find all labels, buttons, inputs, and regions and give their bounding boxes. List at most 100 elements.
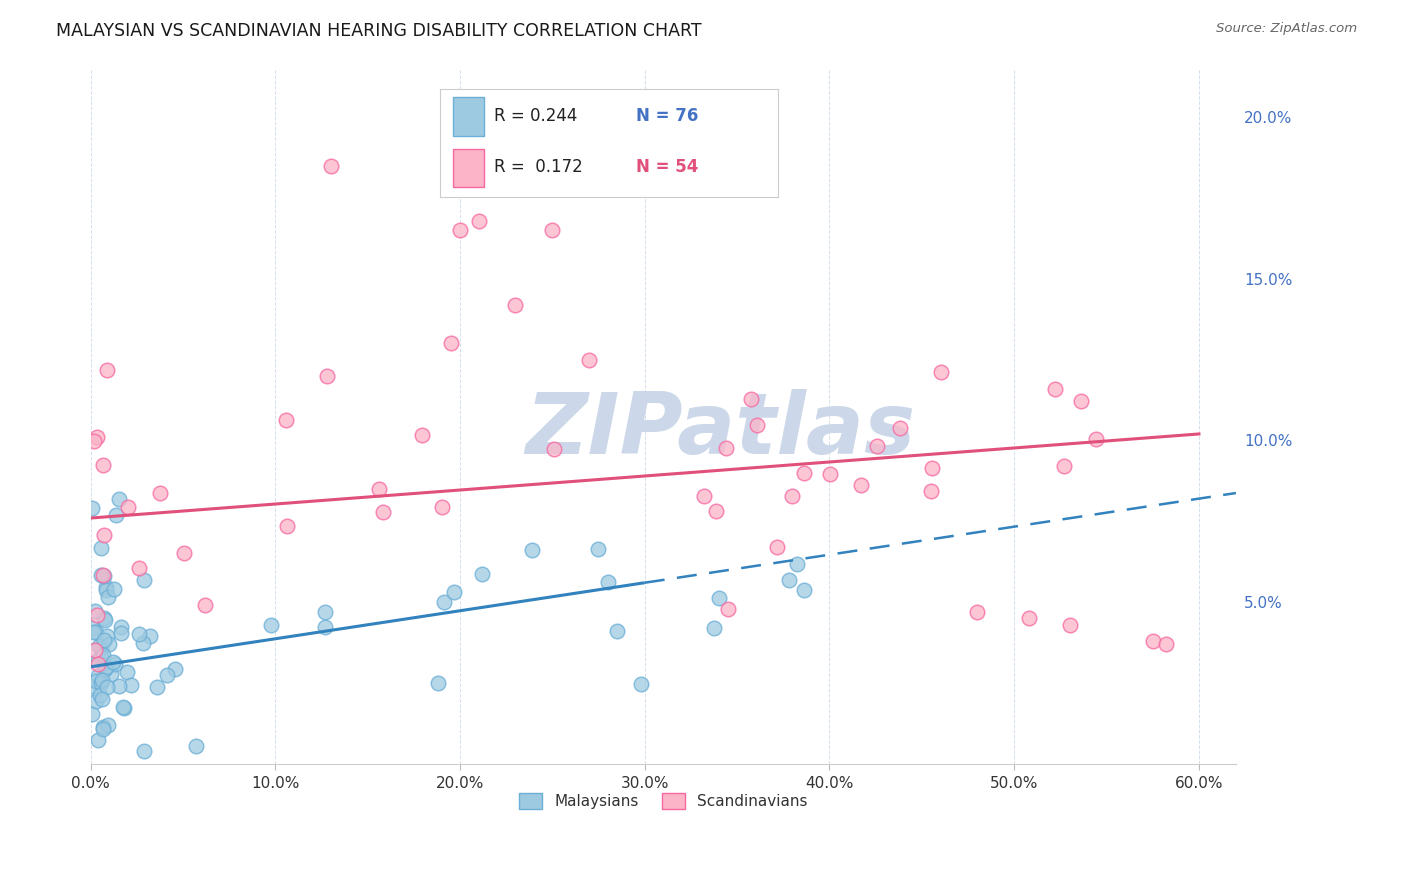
Point — [87, 668, 110, 682]
Point — [411, 428, 433, 442]
Point — [1043, 382, 1066, 396]
Point — [97, 718, 120, 732]
Point — [112, 700, 135, 714]
Point — [889, 421, 911, 435]
Point — [426, 676, 449, 690]
Point — [467, 213, 489, 227]
Point — [84, 642, 107, 657]
Point — [120, 678, 142, 692]
Point — [371, 505, 394, 519]
Point — [91, 648, 114, 663]
Point — [522, 542, 544, 557]
Point — [1154, 637, 1177, 651]
Point — [173, 546, 195, 560]
Point — [449, 223, 471, 237]
Point — [87, 733, 110, 747]
Point — [319, 159, 342, 173]
Point — [86, 653, 108, 667]
Point — [596, 574, 619, 589]
Point — [91, 722, 114, 736]
Point — [1142, 634, 1164, 648]
Point — [100, 666, 122, 681]
Point — [107, 679, 129, 693]
Point — [276, 518, 298, 533]
Point — [93, 569, 115, 583]
Point — [929, 365, 952, 379]
Point — [93, 611, 115, 625]
Point — [717, 601, 740, 615]
Point — [433, 595, 456, 609]
Point — [110, 626, 132, 640]
Point — [84, 625, 107, 640]
Point — [149, 486, 172, 500]
Point — [128, 627, 150, 641]
Point — [82, 707, 104, 722]
Point — [93, 528, 115, 542]
Point — [314, 620, 336, 634]
Point — [1053, 458, 1076, 473]
Point — [818, 467, 841, 482]
Point — [98, 637, 121, 651]
Point — [94, 582, 117, 597]
Point — [94, 580, 117, 594]
Point — [117, 500, 139, 514]
Point — [578, 352, 600, 367]
Text: Source: ZipAtlas.com: Source: ZipAtlas.com — [1216, 22, 1357, 36]
Point — [793, 583, 815, 598]
Point — [315, 369, 337, 384]
Point — [97, 590, 120, 604]
Point — [778, 573, 800, 587]
Point — [786, 557, 808, 571]
Point — [714, 442, 737, 456]
Point — [91, 673, 114, 687]
Point — [104, 508, 127, 522]
Point — [505, 297, 527, 311]
Point — [693, 489, 716, 503]
Point — [86, 608, 108, 623]
Point — [91, 691, 114, 706]
Point — [146, 680, 169, 694]
Point — [93, 567, 115, 582]
Point — [108, 491, 131, 506]
Point — [132, 744, 155, 758]
Point — [96, 629, 118, 643]
Point — [115, 665, 138, 680]
Point — [367, 483, 389, 497]
Point — [851, 478, 873, 492]
Point — [90, 676, 112, 690]
Point — [606, 624, 628, 638]
Point — [96, 680, 118, 694]
Point — [82, 622, 104, 636]
Point — [101, 655, 124, 669]
Legend: Malaysians, Scandinavians: Malaysians, Scandinavians — [513, 787, 814, 815]
Point — [132, 636, 155, 650]
Point — [630, 677, 652, 691]
Point — [89, 688, 111, 702]
Point — [780, 490, 803, 504]
Point — [128, 560, 150, 574]
Point — [1018, 611, 1040, 625]
Point — [921, 461, 943, 475]
Point — [866, 439, 889, 453]
Point — [274, 413, 297, 427]
Text: MALAYSIAN VS SCANDINAVIAN HEARING DISABILITY CORRELATION CHART: MALAYSIAN VS SCANDINAVIAN HEARING DISABI… — [56, 22, 702, 40]
Text: ZIPatlas: ZIPatlas — [526, 389, 915, 472]
Point — [87, 639, 110, 653]
Point — [156, 668, 179, 682]
Point — [541, 223, 564, 237]
Point — [586, 542, 609, 557]
Point — [94, 613, 117, 627]
Point — [93, 632, 115, 647]
Point — [260, 617, 283, 632]
Point — [430, 500, 453, 514]
Point — [1070, 393, 1092, 408]
Point — [747, 418, 769, 433]
Point — [920, 484, 942, 499]
Point — [112, 699, 135, 714]
Point — [966, 605, 988, 619]
Point — [86, 429, 108, 443]
Point — [90, 650, 112, 665]
Point — [440, 336, 463, 351]
Point — [86, 674, 108, 689]
Point — [82, 679, 104, 693]
